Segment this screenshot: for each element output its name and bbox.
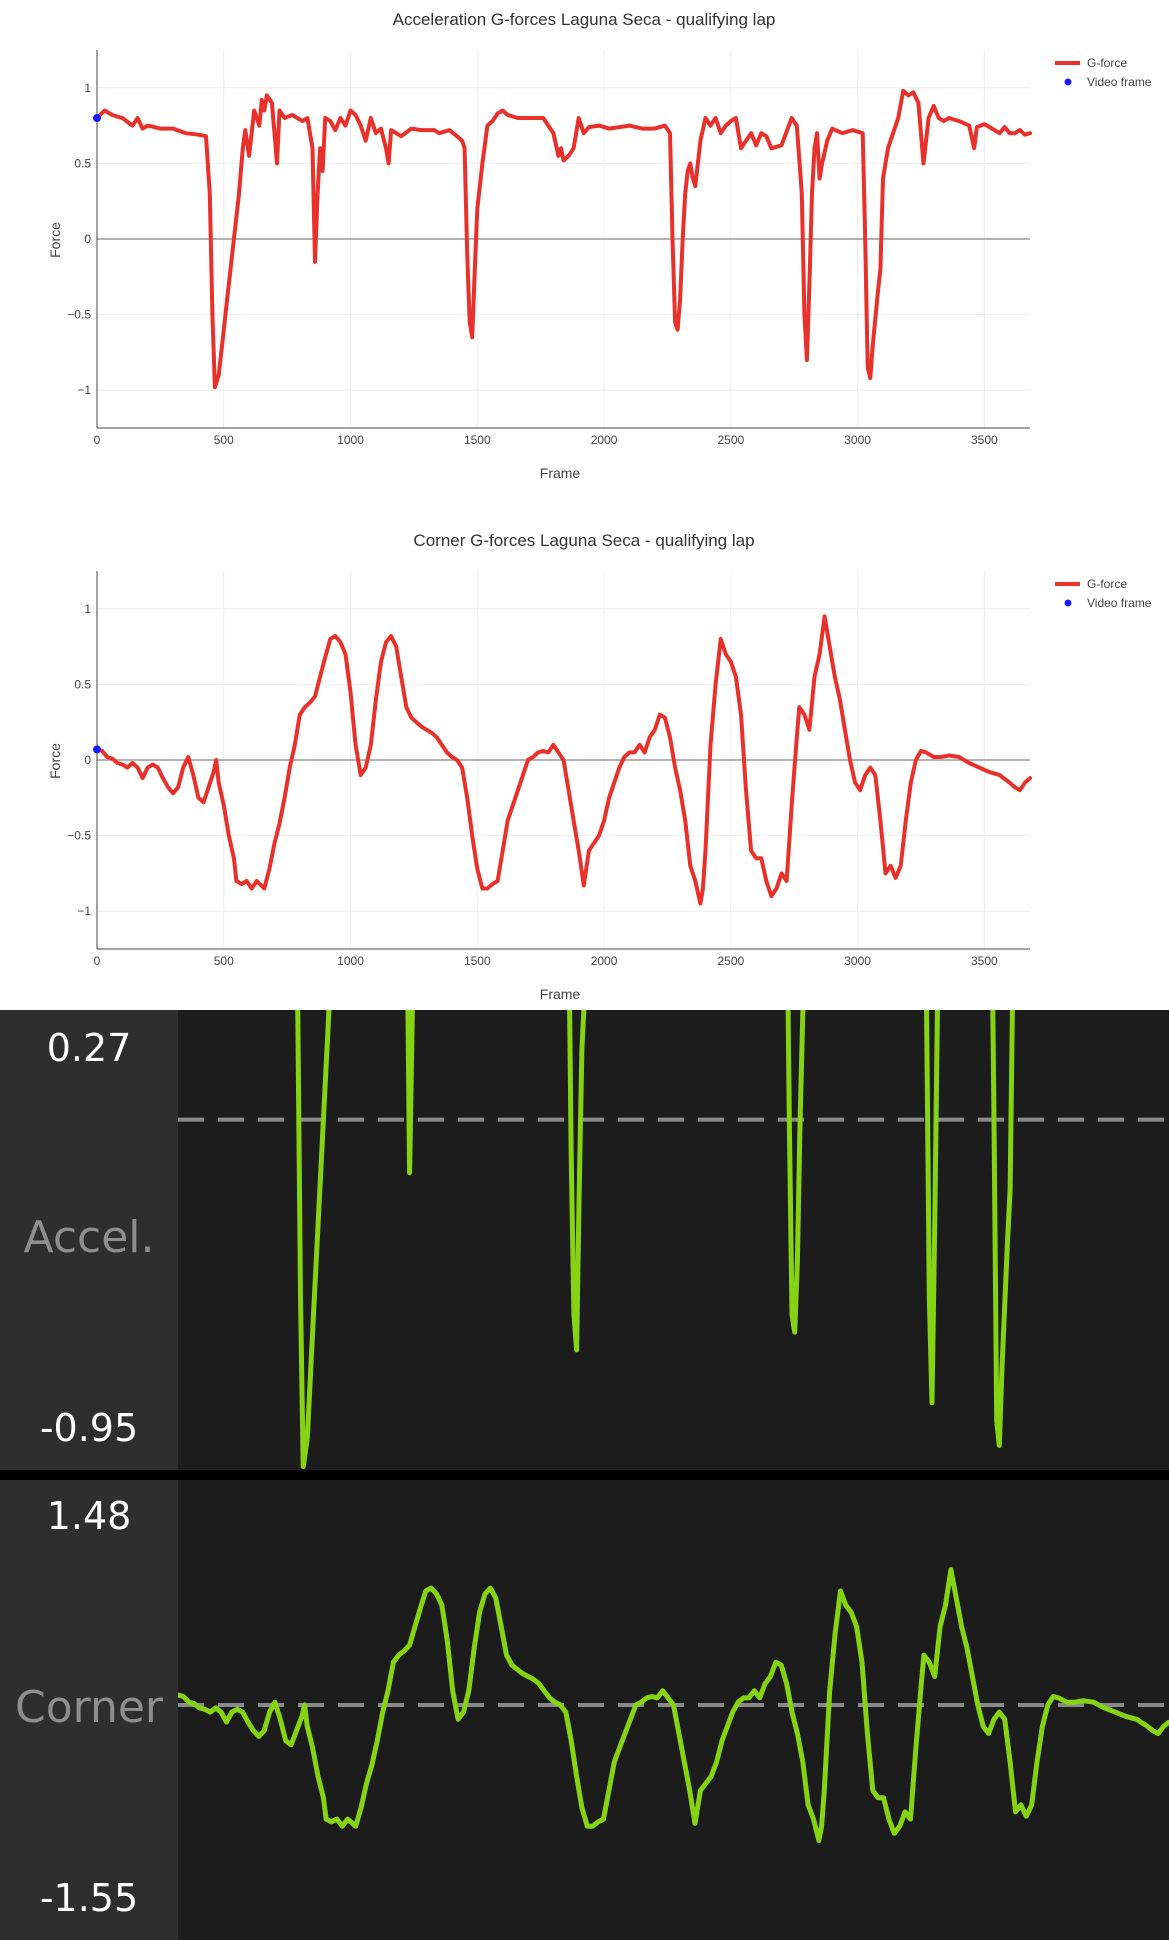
y-tick-label: 0.5 [74,156,91,170]
x-tick-label: 2000 [591,954,618,968]
legend-marker-video-frame [1064,599,1072,607]
x-tick-label: 1500 [464,954,491,968]
series-line-gforce [95,614,1032,906]
x-tick-label: 0 [94,433,101,447]
plot-area: 0 500 1000 1500 2000 2500 3000 3500 1 0.5 0 −0.5 −1 [67,50,1032,447]
video-frame-marker [93,745,101,754]
corner-telemetry-panel: 1.48 Corner -1.55 [0,1480,1169,1940]
corner-telemetry-sidebar: 1.48 Corner -1.55 [0,1480,178,1940]
y-tick-label: 1 [84,81,91,95]
x-tick-label: 3500 [971,433,998,447]
x-tick-label: 2500 [717,433,744,447]
x-tick-label: 500 [214,433,234,447]
x-tick-label: 500 [214,954,234,968]
legend-label-gforce: G-force [1087,56,1127,70]
telemetry-line [295,1010,1015,1470]
corner-min-label: -1.55 [39,1876,139,1920]
accel-telemetry-plot [178,1010,1169,1470]
x-tick-label: 2500 [717,954,744,968]
chart-title: Acceleration G-forces Laguna Seca - qual… [393,10,776,29]
y-tick-label: −1 [77,904,91,918]
y-tick-label: 1 [84,602,91,616]
legend-label-gforce: G-force [1087,577,1127,591]
corner-chart: Corner G-forces Laguna Seca - qualifying… [47,531,1152,1002]
legend-label-video-frame: Video frame [1087,75,1152,89]
y-tick-label: 0 [84,232,91,246]
corner-max-label: 1.48 [46,1494,132,1538]
chart-title: Corner G-forces Laguna Seca - qualifying… [413,531,754,550]
x-tick-label: 1000 [337,433,364,447]
series-line-gforce [95,88,1032,390]
panel-separator [0,1470,1169,1480]
corner-chart-panel: Corner G-forces Laguna Seca - qualifying… [0,521,1169,1031]
corner-telemetry-plot [178,1567,1169,1843]
acceleration-chart-panel: Acceleration G-forces Laguna Seca - qual… [0,0,1169,510]
y-tick-label: 0 [84,753,91,767]
x-axis-label: Frame [540,986,581,1002]
y-axis-label: Force [47,222,63,258]
x-tick-label: 3000 [844,954,871,968]
accel-telemetry-sidebar: 0.27 Accel. -0.95 [0,1010,178,1470]
x-tick-label: 3500 [971,954,998,968]
legend-marker-video-frame [1064,78,1072,86]
y-tick-label: 0.5 [74,677,91,691]
legend-label-video-frame: Video frame [1087,596,1152,610]
y-tick-label: −0.5 [67,308,91,322]
x-tick-label: 3000 [844,433,871,447]
accel-max-label: 0.27 [46,1026,132,1070]
accel-series-label: Accel. [23,1212,155,1263]
x-tick-label: 1000 [337,954,364,968]
x-axis-label: Frame [540,465,581,481]
x-tick-label: 2000 [591,433,618,447]
acceleration-chart: Acceleration G-forces Laguna Seca - qual… [47,10,1152,481]
y-tick-label: −0.5 [67,829,91,843]
video-frame-marker [93,114,101,123]
y-axis-label: Force [47,743,63,779]
accel-min-label: -0.95 [39,1406,139,1450]
x-tick-label: 0 [94,954,101,968]
x-tick-label: 1500 [464,433,491,447]
corner-series-label: Corner [14,1682,163,1733]
accel-telemetry-panel: 0.27 Accel. -0.95 [0,1010,1169,1470]
plot-area: 0 500 1000 1500 2000 2500 3000 3500 1 0.5 0 −0.5 −1 [67,571,1032,968]
telemetry-line [178,1567,1169,1843]
y-tick-label: −1 [77,383,91,397]
